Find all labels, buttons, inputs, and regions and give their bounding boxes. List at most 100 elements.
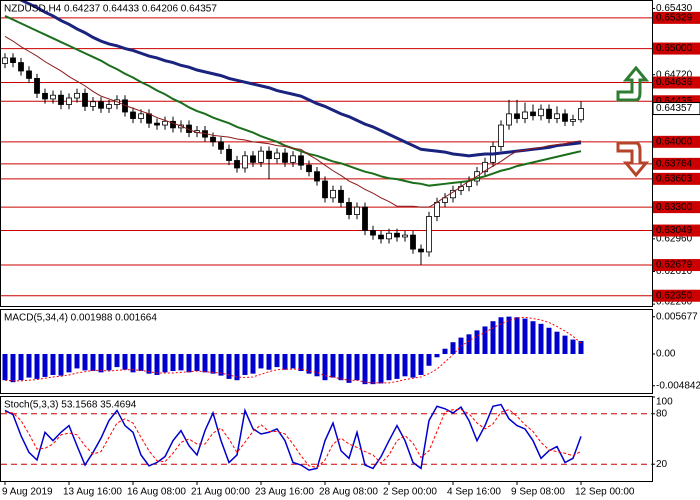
macd-bar: [90, 353, 96, 372]
y-tick-label: 80: [656, 408, 668, 419]
y-tick-label: 0.62610: [656, 266, 693, 277]
candle-body: [146, 113, 152, 124]
macd-bar: [306, 353, 312, 374]
macd-bar: [514, 317, 520, 354]
macd-bar: [346, 353, 352, 383]
macd-bar: [34, 353, 40, 379]
stoch-line: [4, 409, 582, 469]
candle-body: [34, 78, 40, 94]
candle-body: [386, 232, 392, 240]
level-label-box: [653, 135, 700, 148]
level-label: 0.63764: [656, 158, 693, 169]
candle-body: [346, 202, 352, 215]
macd-bar: [186, 353, 192, 373]
down-arrow: [616, 141, 650, 178]
x-tick-label: 4 Sep 16:00: [447, 487, 501, 498]
candle-body: [162, 120, 168, 126]
price-label-box: [652, 102, 700, 116]
candle-body: [330, 189, 336, 199]
macd-bar: [74, 353, 80, 369]
macd-bar: [466, 334, 472, 354]
candle-body: [266, 150, 272, 160]
up-arrow: [616, 65, 650, 102]
macd-bar: [386, 353, 392, 381]
candle-body: [258, 150, 264, 163]
level-label: 0.63603: [656, 174, 693, 185]
candle-body: [442, 197, 448, 203]
macd-bar: [570, 339, 576, 354]
candle-body: [82, 92, 88, 107]
level-label: 0.65000: [656, 43, 693, 54]
level-label: 0.65329: [656, 13, 693, 24]
candle-body: [210, 136, 216, 143]
macd-bar: [122, 353, 128, 370]
macd-bar: [210, 353, 216, 374]
level-label: 0.62350: [656, 290, 693, 301]
macd-bar: [426, 353, 432, 366]
level-label-box: [653, 42, 700, 55]
x-tick-label: 23 Aug 16:00: [255, 487, 314, 498]
candle-body: [554, 113, 560, 119]
candle-body: [562, 113, 568, 122]
candle-body: [26, 70, 32, 79]
level-label: 0.62679: [656, 260, 693, 271]
macd-bar: [66, 353, 72, 373]
macd-bar: [330, 353, 336, 378]
panel-title: Stoch(5,3,3) 53.1568 35.4694: [4, 400, 137, 411]
candle-body: [434, 202, 440, 217]
macd-bar: [498, 317, 504, 354]
candle-body: [322, 180, 328, 199]
candle-body: [426, 216, 432, 253]
candle-body: [522, 111, 528, 119]
macd-bar: [258, 353, 264, 369]
candle-body: [130, 111, 136, 119]
level-label-box: [653, 11, 700, 24]
level-label-box: [653, 201, 700, 214]
candle-body: [418, 248, 424, 253]
y-tick-label: 20: [656, 459, 668, 470]
macd-bar: [98, 353, 104, 373]
macd-bar: [506, 316, 512, 354]
candle-body: [154, 122, 160, 126]
candle-body: [90, 101, 96, 107]
y-tick-label: 0.62960: [656, 233, 693, 244]
stoch-line: [4, 403, 582, 471]
macd-bar: [410, 353, 416, 378]
candle-body: [250, 155, 256, 163]
macd-bar: [554, 331, 560, 354]
candle-body: [530, 111, 536, 117]
level-label-box: [653, 289, 700, 302]
macd-bar: [538, 323, 544, 354]
x-tick-label: 21 Aug 00:00: [191, 487, 250, 498]
macd-panel-frame: [0, 309, 653, 394]
x-tick-label: 28 Aug 08:00: [319, 487, 378, 498]
candle-body: [18, 62, 24, 72]
signal-line: [4, 316, 582, 384]
candle-body: [514, 113, 520, 119]
candle-body: [242, 155, 248, 169]
moving-average: [19, 1, 582, 158]
macd-bar: [482, 326, 488, 354]
candle-body: [98, 101, 104, 109]
macd-bar: [50, 353, 56, 375]
macd-bar: [154, 353, 160, 375]
y-tick-label: 0.65430: [656, 3, 693, 14]
macd-bar: [322, 353, 328, 381]
level-label-box: [653, 224, 700, 237]
candle-body: [2, 57, 8, 64]
level-label: 0.64636: [656, 77, 693, 88]
candle-body: [66, 97, 72, 105]
macd-bar: [2, 353, 8, 381]
macd-bar: [170, 353, 176, 372]
macd-bar: [362, 353, 368, 385]
macd-bar: [442, 348, 448, 354]
macd-bar: [178, 353, 184, 371]
macd-bar: [106, 353, 112, 371]
candle-body: [578, 108, 584, 121]
y-tick-label: 0.00: [656, 349, 676, 360]
candle-body: [362, 206, 368, 231]
macd-bar: [578, 340, 584, 354]
y-tick-label: 0.64720: [656, 69, 693, 80]
